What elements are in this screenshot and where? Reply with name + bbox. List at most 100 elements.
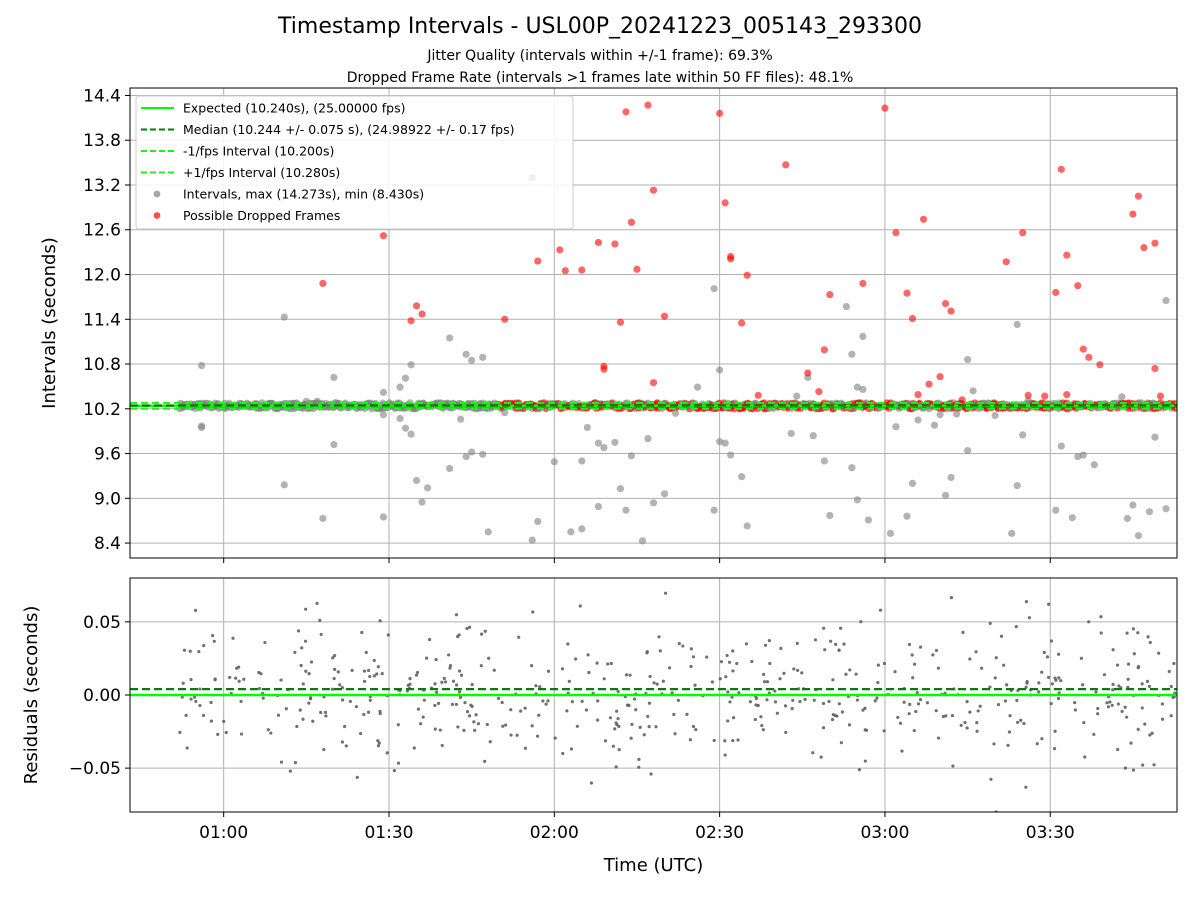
residual-point [864, 728, 869, 732]
residual-point [676, 698, 680, 703]
residual-point [1002, 663, 1006, 667]
residual-point [515, 733, 519, 737]
interval-point [379, 411, 388, 419]
interval-point [892, 423, 900, 431]
residual-point [848, 668, 852, 672]
residual-point [689, 647, 693, 651]
interval-point [1123, 514, 1132, 523]
residual-point [239, 699, 243, 703]
residual-point [362, 669, 367, 673]
interval-point [479, 450, 487, 458]
x-tick-label: 01:00 [199, 823, 248, 843]
interval-point [396, 383, 404, 391]
residual-point [435, 690, 439, 694]
residual-point [782, 671, 786, 675]
residual-point [712, 738, 716, 743]
residual-point [485, 722, 489, 727]
legend-label: Intervals, max (14.273s), min (8.430s) [183, 187, 424, 202]
dropped-frame-point [1140, 244, 1148, 252]
residual-point [504, 723, 508, 727]
interval-point [1068, 514, 1076, 522]
residual-point [188, 649, 192, 653]
residual-point [372, 674, 376, 678]
interval-point [1013, 482, 1021, 490]
residual-point [625, 703, 630, 707]
residual-point [1131, 627, 1136, 631]
residual-point [876, 663, 880, 667]
dropped-frame-point [1041, 392, 1049, 400]
interval-point [550, 458, 558, 466]
residual-point [414, 673, 419, 677]
dropped-frame-point [743, 271, 751, 279]
residual-point [1053, 729, 1057, 733]
residual-point [354, 705, 359, 709]
residual-point [775, 711, 779, 715]
residual-point [470, 682, 474, 687]
interval-point [964, 355, 972, 364]
dropped-frame-point [1134, 192, 1143, 200]
residual-point [209, 719, 213, 723]
residual-point [648, 674, 652, 679]
legend-label: +1/fps Interval (10.280s) [183, 165, 340, 180]
top-y-tick-label: 13.8 [83, 131, 121, 151]
residual-point [433, 682, 437, 686]
residual-point [654, 725, 658, 729]
interval-point [401, 374, 410, 382]
dropped-frame-point [418, 310, 426, 318]
residual-point [408, 682, 412, 686]
top-y-axis-label: Intervals (seconds) [39, 237, 60, 409]
interval-point [330, 373, 338, 382]
residual-point [319, 710, 323, 715]
residual-point [565, 709, 569, 713]
residual-point [469, 703, 473, 707]
residual-point [813, 638, 818, 642]
interval-point [1052, 506, 1060, 514]
residual-point [1015, 720, 1020, 725]
legend-label: -1/fps Interval (10.200s) [183, 144, 334, 159]
interval-point [407, 361, 415, 369]
residual-point [994, 656, 998, 660]
residual-point [575, 724, 579, 728]
residual-point [840, 710, 845, 714]
interval-point [930, 421, 939, 429]
residual-point [857, 768, 861, 772]
residual-point [483, 759, 487, 763]
residual-point [433, 703, 437, 708]
residual-point [257, 686, 262, 691]
interval-point [616, 485, 625, 493]
residual-point [1050, 682, 1054, 686]
residual-point [1126, 677, 1130, 681]
residual-point [934, 648, 939, 653]
residual-point [965, 726, 969, 730]
residual-point [210, 634, 215, 638]
interval-point [501, 408, 509, 417]
residual-point [456, 725, 460, 729]
residual-point [1123, 766, 1127, 770]
residual-point [609, 661, 613, 666]
residual-point [718, 677, 722, 681]
residual-point [442, 676, 446, 681]
interval-point [1013, 320, 1021, 329]
residual-point [396, 723, 400, 727]
dropped-frame-point [1096, 361, 1104, 369]
dropped-frame-point [958, 396, 966, 404]
residual-point [737, 691, 741, 695]
residual-point [968, 657, 972, 661]
residual-point [300, 646, 304, 650]
dropped-frame-point [319, 279, 327, 288]
bottom-plot-area [130, 591, 1177, 812]
residual-point [975, 729, 979, 733]
residual-point [1123, 705, 1127, 709]
residual-point [451, 679, 456, 683]
residual-point [898, 721, 903, 725]
residual-point [307, 701, 311, 705]
residual-point [634, 708, 638, 712]
dropped-frame-point [1074, 282, 1082, 290]
residual-point [792, 667, 796, 671]
residual-point [463, 701, 467, 705]
interval-point [1145, 508, 1154, 516]
dropped-frame-point [600, 362, 608, 370]
residual-point [458, 695, 463, 699]
residual-point [989, 777, 993, 781]
residual-point [1111, 682, 1115, 687]
